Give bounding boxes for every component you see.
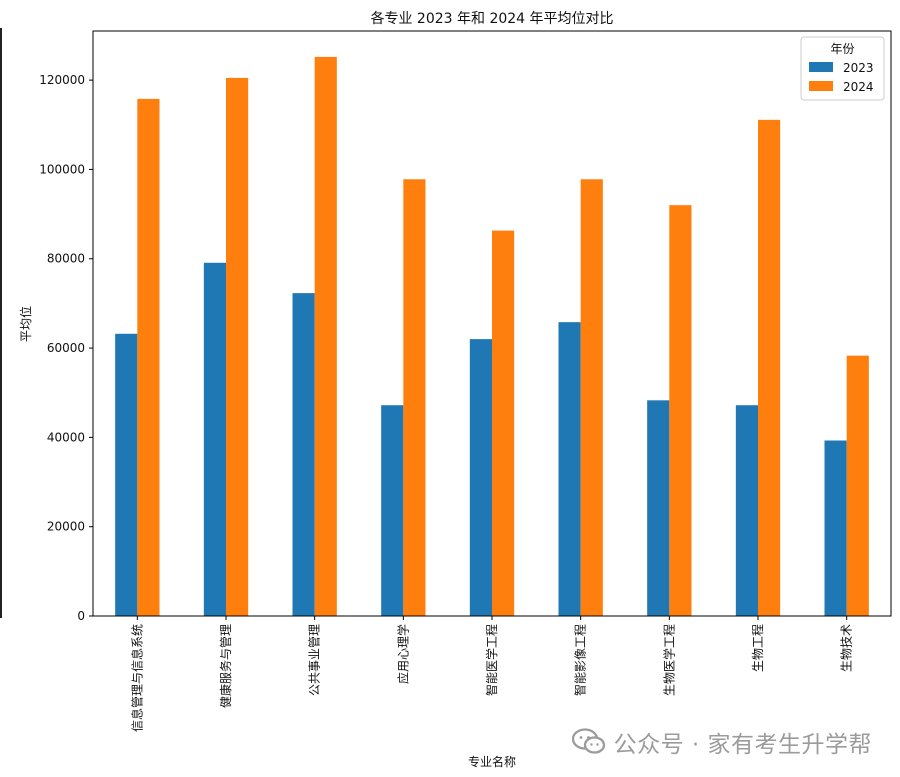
legend-label-2023: 2023 [843, 61, 874, 75]
watermark-text: 公众号 · 家有考生升学帮 [613, 732, 872, 758]
y-tick-label-1: 20000 [47, 520, 85, 534]
bar-2024-1 [137, 98, 160, 616]
y-tick-label-5: 100000 [39, 162, 85, 176]
y-tick-label-2: 40000 [47, 430, 85, 444]
bar-2024-2 [226, 77, 249, 616]
plot-area: 信息管理与信息系统 健康服务与管理 公共事业管理 应用心理学 智能医学工程 智能影像工程 生… [39, 30, 892, 732]
legend-label-2024: 2024 [843, 80, 874, 94]
x-tick-label-1: 信息管理与信息系统 [129, 624, 144, 732]
bar-2023-2 [203, 262, 226, 616]
y-tick-label-0: 0 [77, 609, 85, 623]
legend-swatch-2024 [809, 81, 833, 91]
plot-frame [92, 30, 892, 617]
chart-title: 各专业 2023 年和 2024 年平均位对比 [370, 11, 613, 27]
x-tick-label-5: 智能医学工程 [484, 624, 499, 696]
legend-title: 年份 [830, 42, 854, 56]
x-tick-label-8: 生物工程 [750, 624, 765, 672]
bar-2023-8 [735, 405, 758, 616]
wechat-icon [571, 728, 605, 754]
x-tick-label-7: 生物医学工程 [661, 624, 676, 696]
bar-2023-4 [381, 405, 404, 616]
y-tick-label-3: 60000 [47, 341, 85, 355]
bar-2023-5 [469, 339, 492, 616]
bar-2023-7 [647, 400, 670, 616]
y-axis-label: 平均位 [18, 306, 33, 342]
x-tick-label-4: 应用心理学 [395, 624, 410, 684]
bar-2023-1 [115, 333, 138, 616]
x-tick-label-9: 生物技术 [840, 624, 854, 672]
bar-2023-9 [824, 440, 847, 616]
y-tick-label-6: 120000 [39, 73, 85, 87]
watermark: 公众号 · 家有考生升学帮 [571, 725, 872, 759]
bar-2024-3 [314, 56, 337, 616]
x-tick-label-3: 公共事业管理 [307, 624, 322, 696]
legend-swatch-2023 [809, 62, 833, 72]
bar-2024-4 [403, 179, 426, 616]
cropped-frame-edge [0, 28, 2, 618]
bar-2024-8 [758, 119, 781, 617]
bar-2024-5 [492, 230, 515, 617]
bar-2023-6 [558, 322, 581, 616]
bar-2024-7 [669, 205, 692, 616]
y-tick-label-4: 80000 [47, 252, 85, 266]
bar-2024-9 [846, 355, 869, 616]
x-axis-label: 专业名称 [468, 754, 516, 769]
bar-2024-6 [580, 179, 603, 616]
legend: 年份 2023 2024 [800, 36, 885, 101]
bar-2023-3 [292, 293, 315, 616]
x-tick-label-2: 健康服务与管理 [218, 624, 233, 708]
x-tick-label-6: 智能影像工程 [573, 624, 588, 696]
